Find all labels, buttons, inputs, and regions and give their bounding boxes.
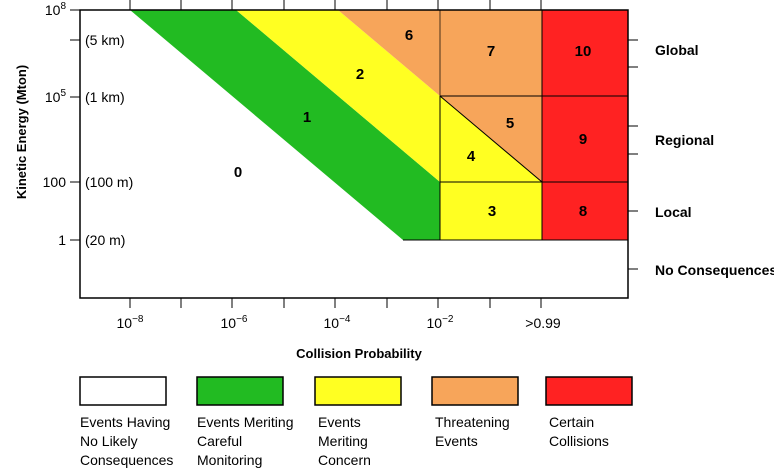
legend-swatch (196, 376, 284, 406)
scale-9: 9 (579, 131, 587, 148)
legend-item-certain: Certain Collisions (545, 376, 633, 449)
y-tick-1: 1 (58, 232, 66, 248)
legend: Events Having No Likely Consequences Event… (79, 376, 633, 468)
zone-red (542, 10, 628, 240)
region-borders (403, 10, 628, 241)
scale-4: 4 (467, 148, 476, 165)
legend-label: Events Having No Likely Consequences (80, 414, 173, 468)
legend-item-monitoring: Events Meriting Careful Monitoring (196, 376, 293, 468)
legend-swatch (79, 376, 167, 406)
legend-swatch (314, 376, 402, 406)
legend-swatch (545, 376, 633, 406)
scale-10: 10 (575, 43, 592, 60)
legend-label: Events Meriting Careful Monitoring (197, 414, 293, 468)
y-axis-title: Kinetic Energy (Mton) (14, 65, 29, 199)
y-tick-size-1km: (1 km) (85, 89, 125, 105)
scale-1: 1 (303, 109, 311, 126)
legend-item-threatening: Threatening Events (431, 376, 519, 449)
right-ticks (628, 39, 638, 270)
consequence-global: Global (655, 42, 699, 58)
zone-green (130, 10, 440, 240)
x-axis-title: Collision Probability (296, 346, 422, 361)
left-ticks (70, 9, 80, 241)
consequence-none: No Consequences (655, 262, 774, 278)
consequence-local: Local (655, 204, 692, 220)
legend-label: Events Meriting Concern (318, 414, 371, 468)
bottom-ticks (129, 298, 542, 308)
y-tick-1e8: 108 (45, 1, 67, 18)
y-tick-size-5km: (5 km) (85, 32, 125, 48)
legend-item-no-consequences: Events Having No Likely Consequences (79, 376, 173, 468)
y-tick-100: 100 (43, 174, 67, 190)
top-ticks (129, 0, 542, 10)
legend-label: Threatening Events (435, 414, 510, 449)
scale-6: 6 (405, 27, 413, 44)
scale-2: 2 (356, 66, 364, 83)
scale-0: 0 (234, 164, 242, 181)
x-tick-1e-2: 10−2 (427, 314, 454, 331)
y-tick-size-20m: (20 m) (85, 232, 125, 248)
scale-5: 5 (506, 115, 514, 132)
zone-yellow-local (440, 96, 542, 240)
legend-swatch (431, 376, 519, 406)
consequence-regional: Regional (655, 132, 714, 148)
x-tick-1e-8: 10−8 (117, 314, 144, 331)
x-tick-099: >0.99 (525, 315, 561, 331)
legend-label: Certain Collisions (549, 414, 609, 449)
x-tick-1e-6: 10−6 (221, 314, 248, 331)
scale-8: 8 (579, 203, 587, 220)
x-tick-1e-4: 10−4 (324, 314, 351, 331)
scale-3: 3 (488, 203, 496, 220)
legend-item-concern: Events Meriting Concern (314, 376, 402, 468)
y-tick-size-100m: (100 m) (85, 174, 133, 190)
scale-7: 7 (487, 43, 495, 60)
y-tick-1e5: 105 (45, 88, 67, 105)
